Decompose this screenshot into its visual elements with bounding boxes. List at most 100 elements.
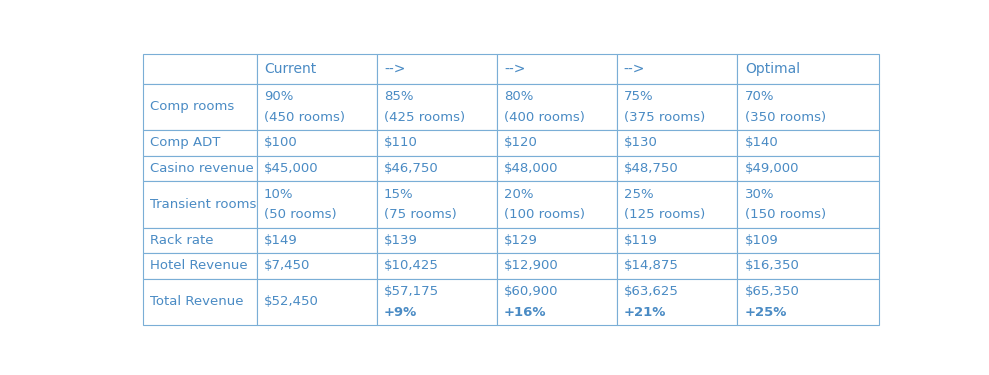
Text: Comp rooms: Comp rooms [149,100,233,113]
Text: (100 rooms): (100 rooms) [504,208,584,221]
Bar [142,84,257,130]
Bar [257,54,377,84]
Text: $45,000: $45,000 [264,162,318,175]
Bar [142,54,257,84]
Bar [737,54,878,84]
Text: $48,000: $48,000 [504,162,559,175]
Bar [617,84,737,130]
Text: 30%: 30% [745,188,774,201]
Text: +21%: +21% [624,306,667,319]
Text: $149: $149 [264,234,298,247]
Bar [496,156,617,181]
Text: $139: $139 [384,234,417,247]
Text: 80%: 80% [504,90,533,103]
Bar [737,156,878,181]
Bar [142,130,257,156]
Bar [142,181,257,228]
Text: (400 rooms): (400 rooms) [504,111,584,124]
Text: Comp ADT: Comp ADT [149,136,220,149]
Bar [142,279,257,325]
Bar [617,279,737,325]
Bar [737,253,878,279]
Text: $63,625: $63,625 [624,285,678,298]
Bar [377,84,496,130]
Text: $60,900: $60,900 [504,285,559,298]
Text: $48,750: $48,750 [624,162,678,175]
Text: $100: $100 [264,136,298,149]
Bar [377,54,496,84]
Text: 85%: 85% [384,90,413,103]
Bar [496,228,617,253]
Text: Current: Current [264,62,316,76]
Bar [377,253,496,279]
Text: (50 rooms): (50 rooms) [264,208,336,221]
Text: Rack rate: Rack rate [149,234,214,247]
Bar [617,253,737,279]
Text: (450 rooms): (450 rooms) [264,111,345,124]
Text: $57,175: $57,175 [384,285,439,298]
Text: +9%: +9% [384,306,417,319]
Bar [496,54,617,84]
Text: $12,900: $12,900 [504,260,559,272]
Text: (425 rooms): (425 rooms) [384,111,465,124]
Bar [257,130,377,156]
Bar [377,156,496,181]
Text: 25%: 25% [624,188,654,201]
Text: (150 rooms): (150 rooms) [745,208,826,221]
Text: $14,875: $14,875 [624,260,678,272]
Text: -->: --> [624,62,645,76]
Bar [257,181,377,228]
Bar [377,279,496,325]
Bar [496,181,617,228]
Bar [617,130,737,156]
Bar [617,156,737,181]
Bar [496,84,617,130]
Text: Optimal: Optimal [745,62,800,76]
Bar [257,228,377,253]
Bar [617,228,737,253]
Text: Transient rooms: Transient rooms [149,198,256,211]
Bar [496,253,617,279]
Bar [737,279,878,325]
Text: 20%: 20% [504,188,533,201]
Text: $109: $109 [745,234,779,247]
Text: (125 rooms): (125 rooms) [624,208,705,221]
Bar [257,253,377,279]
Bar [142,253,257,279]
Text: $10,425: $10,425 [384,260,439,272]
Bar [737,130,878,156]
Text: Total Revenue: Total Revenue [149,296,243,308]
Bar [617,181,737,228]
Text: 75%: 75% [624,90,654,103]
Bar [737,228,878,253]
Bar [737,181,878,228]
Text: (75 rooms): (75 rooms) [384,208,457,221]
Bar [377,130,496,156]
Bar [257,156,377,181]
Text: -->: --> [504,62,525,76]
Bar [377,228,496,253]
Text: $120: $120 [504,136,538,149]
Bar [737,84,878,130]
Bar [257,84,377,130]
Text: $140: $140 [745,136,779,149]
Text: $129: $129 [504,234,538,247]
Text: $119: $119 [624,234,658,247]
Text: $16,350: $16,350 [745,260,800,272]
Bar [617,54,737,84]
Text: $46,750: $46,750 [384,162,439,175]
Text: $110: $110 [384,136,417,149]
Bar [377,181,496,228]
Text: +16%: +16% [504,306,546,319]
Bar [142,228,257,253]
Bar [257,279,377,325]
Text: -->: --> [384,62,405,76]
Bar [496,279,617,325]
Text: 70%: 70% [745,90,774,103]
Text: 90%: 90% [264,90,294,103]
Bar [142,156,257,181]
Text: Casino revenue: Casino revenue [149,162,253,175]
Text: 10%: 10% [264,188,294,201]
Text: (375 rooms): (375 rooms) [624,111,705,124]
Text: $52,450: $52,450 [264,296,318,308]
